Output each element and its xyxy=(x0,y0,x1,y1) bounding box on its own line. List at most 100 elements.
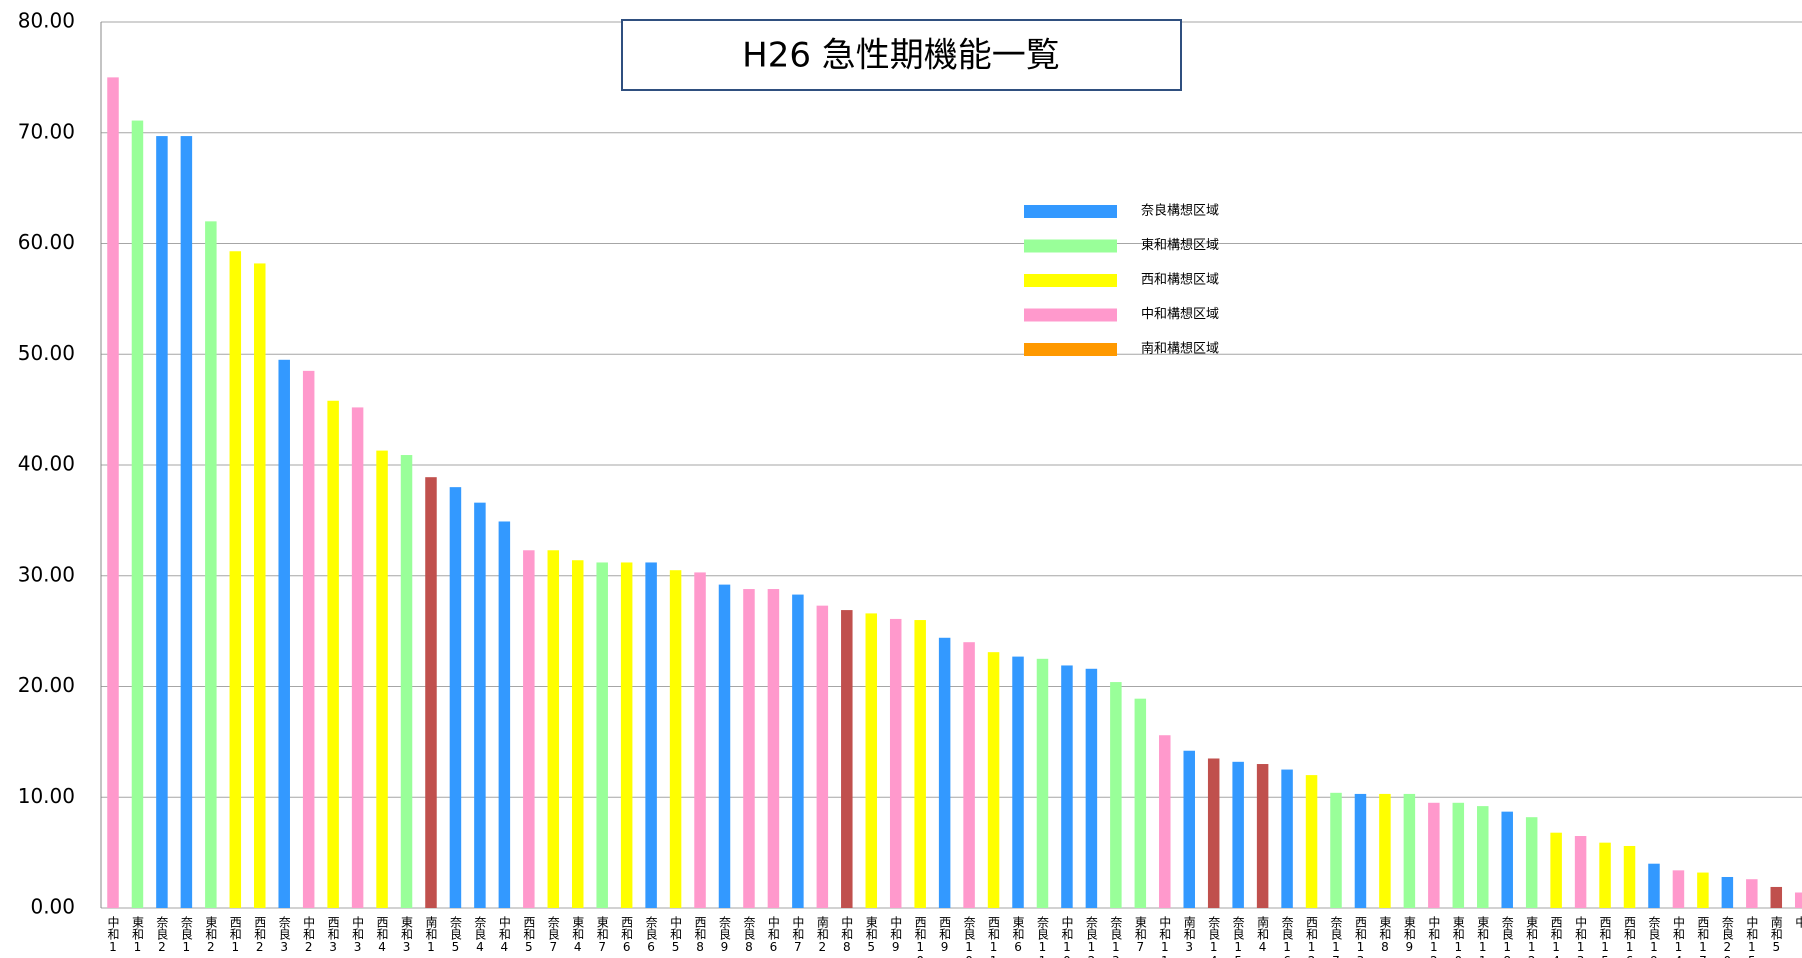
legend-swatch xyxy=(1024,274,1117,287)
x-tick-label: 奈良11 xyxy=(1035,916,1049,958)
x-tick-label: 中和8 xyxy=(840,915,854,954)
x-tick-label: 東和7 xyxy=(595,916,609,954)
bar xyxy=(1256,764,1269,908)
x-tick-label: 西和3 xyxy=(326,916,340,954)
bar xyxy=(963,642,975,908)
bar xyxy=(1794,892,1802,908)
bar xyxy=(987,652,1000,908)
x-tick-label: 東和2 xyxy=(204,916,218,954)
legend-label: 西和構想区域 xyxy=(1141,272,1219,288)
x-tick-label: 東和5 xyxy=(864,916,878,954)
x-tick-label: 中 xyxy=(1794,915,1802,928)
legend-label: 中和構想区域 xyxy=(1141,306,1219,322)
x-tick-label: 中和4 xyxy=(497,915,511,954)
bar xyxy=(1183,750,1195,908)
bar xyxy=(1574,836,1587,908)
x-tick-label: 西和4 xyxy=(375,916,389,954)
y-tick-label: 70.00 xyxy=(18,119,75,143)
x-tick-label: 奈良16 xyxy=(1280,916,1294,958)
x-tick-label: 東和6 xyxy=(1011,916,1025,954)
x-tick-label: 奈良12 xyxy=(1084,916,1098,958)
bar xyxy=(1061,665,1073,908)
bar xyxy=(278,359,290,909)
x-tick-label: 奈良13 xyxy=(1109,916,1123,958)
x-tick-label: 中和12 xyxy=(1427,915,1441,958)
bar xyxy=(1330,792,1342,908)
bar xyxy=(1012,656,1024,908)
x-tick-label: 奈良20 xyxy=(1720,916,1734,958)
bar xyxy=(1501,811,1513,908)
bar xyxy=(327,400,339,908)
bar xyxy=(1550,832,1562,908)
x-tick-label: 奈良4 xyxy=(473,916,487,954)
x-tick-label: 中和13 xyxy=(1574,915,1588,958)
bar xyxy=(1281,769,1293,908)
bar xyxy=(1305,775,1318,908)
bar xyxy=(1403,793,1416,908)
legend-label: 奈良構想区域 xyxy=(1141,203,1219,219)
bar xyxy=(1452,802,1465,908)
bar xyxy=(914,620,926,908)
bar xyxy=(1721,876,1734,908)
y-tick-label: 60.00 xyxy=(18,230,75,254)
x-tick-label: 南和5 xyxy=(1769,915,1783,954)
x-tick-label: 東和10 xyxy=(1451,916,1465,958)
bar xyxy=(376,450,388,908)
x-tick-label: 中和3 xyxy=(351,915,365,954)
legend-swatch xyxy=(1024,343,1117,356)
x-tick-label: 奈良17 xyxy=(1329,916,1343,958)
x-tick-label: 東和1 xyxy=(130,916,144,954)
bar xyxy=(156,136,168,908)
bar xyxy=(889,618,902,908)
bar xyxy=(302,370,315,908)
bar xyxy=(1525,817,1538,908)
bar xyxy=(1379,793,1391,908)
bar xyxy=(1599,842,1611,908)
x-tick-label: 西和10 xyxy=(913,916,927,958)
bar xyxy=(1770,886,1783,908)
x-tick-label: 奈良14 xyxy=(1207,916,1221,958)
bar xyxy=(1623,845,1636,908)
bar xyxy=(694,572,706,908)
bar xyxy=(229,251,242,908)
bar xyxy=(107,77,119,908)
x-tick-label: 中和11 xyxy=(1158,915,1172,958)
legend-swatch xyxy=(1024,239,1117,253)
x-tick-label: 東和4 xyxy=(571,916,585,954)
bar xyxy=(1110,682,1122,908)
x-tick-label: 奈良5 xyxy=(448,916,462,954)
x-tick-label: 奈良10 xyxy=(962,916,976,958)
x-tick-label: 西和8 xyxy=(693,916,707,954)
bar xyxy=(645,562,657,908)
y-tick-label: 0.00 xyxy=(30,895,75,919)
x-tick-label: 南和2 xyxy=(815,915,829,954)
x-tick-label: 東和3 xyxy=(400,916,414,954)
bar xyxy=(816,605,829,908)
bar xyxy=(131,120,144,908)
bar xyxy=(1477,806,1489,908)
x-tick-label: 西和6 xyxy=(620,916,634,954)
x-tick-label: 奈良18 xyxy=(1500,916,1514,958)
bar xyxy=(254,263,266,908)
bar xyxy=(449,487,462,908)
x-tick-label: 西和5 xyxy=(522,916,536,954)
x-tick-label: 中和15 xyxy=(1745,915,1759,958)
bar xyxy=(1648,863,1660,908)
x-tick-label: 奈良6 xyxy=(644,916,658,954)
legend-label: 南和構想区域 xyxy=(1141,341,1219,357)
x-tick-label: 奈良9 xyxy=(718,916,732,954)
bar xyxy=(1232,761,1244,908)
x-tick-label: 東和7 xyxy=(1133,916,1147,954)
x-tick-label: 中和1 xyxy=(106,915,120,954)
y-tick-label: 30.00 xyxy=(18,562,75,586)
x-tick-label: 西和2 xyxy=(253,916,267,954)
bar xyxy=(547,550,560,908)
x-tick-label: 東和8 xyxy=(1378,916,1392,954)
bar xyxy=(1428,802,1440,908)
bar xyxy=(205,221,217,909)
bar xyxy=(841,610,853,908)
x-tick-label: 西和9 xyxy=(938,916,952,954)
chart-title: H26 急性期機能一覧 xyxy=(742,36,1060,76)
bar xyxy=(1672,870,1685,908)
